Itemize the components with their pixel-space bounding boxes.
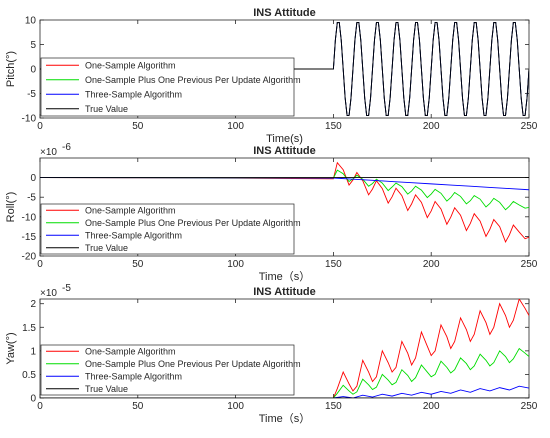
- y-tick-label: 1: [30, 346, 36, 357]
- y-tick-label: 0: [30, 173, 36, 184]
- y-exponent-power: -5: [62, 283, 71, 294]
- x-axis-label: Time（s）: [259, 270, 311, 283]
- x-tick-label: 200: [423, 401, 440, 412]
- x-tick-label: 50: [132, 259, 144, 270]
- x-tick-label: 250: [521, 401, 538, 412]
- y-axis-label: Roll(°): [5, 192, 17, 223]
- x-tick-label: 100: [227, 259, 244, 270]
- y-exponent-power: -6: [62, 142, 71, 153]
- series-group: [40, 161, 529, 243]
- x-tick-label: 250: [521, 121, 538, 132]
- x-tick-label: 200: [423, 259, 440, 270]
- legend-box: [40, 57, 295, 117]
- y-tick-label: 0.5: [22, 370, 36, 381]
- y-tick-label: 10: [25, 16, 37, 27]
- x-tick-label: 0: [37, 401, 43, 412]
- series-group: [40, 22, 529, 117]
- y-axis-label: Pitch(°): [5, 51, 17, 87]
- legend: One-Sample Algorithm One-Sample Plus One …: [40, 344, 301, 396]
- y-tick-label: -20: [22, 252, 37, 263]
- legend-label: True Value: [85, 104, 128, 114]
- chart-title: INS Attitude: [253, 7, 316, 19]
- y-tick-label: 5: [30, 40, 36, 51]
- y-tick-label: 1.5: [22, 323, 36, 334]
- legend-label: True Value: [85, 243, 128, 253]
- series-line-4: [40, 22, 529, 117]
- chart-panel-3: INS Attitude ×10 -5 0 50 100 150 200 250 0 0.5 1 1.5…: [5, 283, 538, 425]
- x-tick-label: 50: [132, 401, 144, 412]
- y-tick-label: -10: [22, 212, 37, 223]
- x-axis-label: Time（s）: [259, 412, 311, 425]
- legend-label: True Value: [85, 384, 128, 394]
- legend: One-Sample Algorithm One-Sample Plus One …: [40, 203, 301, 255]
- x-tick-label: 150: [325, 259, 342, 270]
- legend-label: One-Sample Algorithm: [85, 60, 176, 70]
- y-tick-label: -5: [27, 89, 36, 100]
- x-tick-label: 250: [521, 259, 538, 270]
- y-tick-label: -15: [22, 232, 37, 243]
- y-tick-label: 0: [30, 394, 36, 405]
- series-line-2: [40, 347, 529, 398]
- legend-label: One-Sample Plus One Previous Per Update …: [85, 75, 301, 85]
- legend-label: Three-Sample Algorithm: [85, 230, 182, 240]
- y-tick-label: -5: [27, 193, 36, 204]
- x-tick-label: 100: [227, 121, 244, 132]
- legend-label: One-Sample Plus One Previous Per Update …: [85, 218, 301, 228]
- x-tick-label: 100: [227, 401, 244, 412]
- chart-title: INS Attitude: [253, 286, 316, 298]
- legend-label: Three-Sample Algorithm: [85, 371, 182, 381]
- legend-box: [40, 344, 295, 396]
- y-tick-label: 2: [30, 299, 36, 310]
- series-group: [40, 299, 529, 398]
- legend: One-Sample Algorithm One-Sample Plus One …: [40, 57, 301, 117]
- y-exponent-label: ×10: [40, 288, 57, 299]
- x-tick-label: 150: [325, 401, 342, 412]
- legend-label: One-Sample Plus One Previous Per Update …: [85, 359, 301, 369]
- chart-panel-1: INS Attitude 0 50 100 150 200 250 -10 -5 0 5 10 Time…: [5, 7, 538, 145]
- x-tick-label: 50: [132, 121, 144, 132]
- legend-label: One-Sample Algorithm: [85, 346, 176, 356]
- y-tick-label: 0: [30, 65, 36, 76]
- legend-box: [40, 203, 295, 255]
- x-tick-label: 150: [325, 121, 342, 132]
- x-tick-label: 0: [37, 259, 43, 270]
- x-axis-label: Time(s): [266, 133, 303, 145]
- series-line-1: [40, 299, 529, 398]
- y-axis-label: Yaw(°): [5, 332, 17, 364]
- x-tick-label: 200: [423, 121, 440, 132]
- chart-panel-2: INS Attitude ×10 -6 0 50 100 150 200 250 -20 -15 -1…: [5, 142, 538, 283]
- chart-title: INS Attitude: [253, 145, 316, 157]
- legend-label: One-Sample Algorithm: [85, 205, 176, 215]
- x-tick-label: 0: [37, 121, 43, 132]
- legend-label: Three-Sample Algorithm: [85, 89, 182, 99]
- y-tick-label: -10: [22, 114, 37, 125]
- series-line-2: [40, 169, 529, 211]
- series-line-3: [40, 385, 529, 398]
- y-exponent-label: ×10: [40, 147, 57, 158]
